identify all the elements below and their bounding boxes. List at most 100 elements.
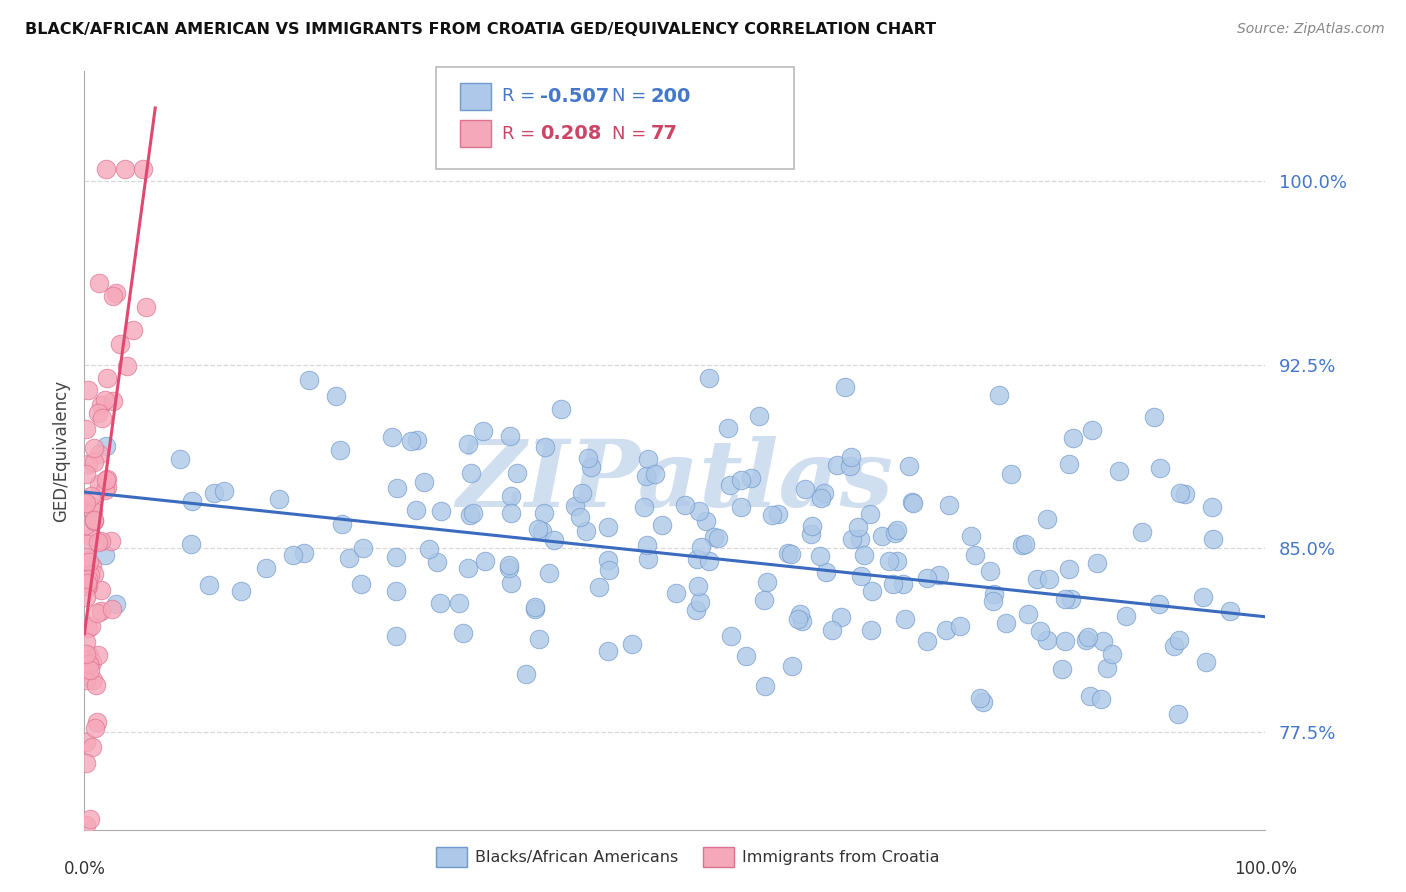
Point xyxy=(673,499,696,513)
Point xyxy=(101,601,124,615)
Point xyxy=(77,648,100,662)
Point xyxy=(101,289,124,303)
Point xyxy=(298,373,321,387)
Point xyxy=(1014,537,1036,551)
Point xyxy=(449,596,471,610)
Point xyxy=(463,506,485,520)
Point xyxy=(80,530,103,544)
Text: R =: R = xyxy=(502,87,541,105)
Point xyxy=(848,533,870,547)
Point xyxy=(530,524,553,539)
Point xyxy=(776,546,799,560)
Point xyxy=(1057,562,1080,576)
Point xyxy=(122,322,145,336)
Point xyxy=(385,550,408,565)
Point xyxy=(523,600,546,615)
Point xyxy=(90,534,112,549)
Point xyxy=(903,496,925,510)
Point xyxy=(550,402,572,417)
Text: 0.0%: 0.0% xyxy=(63,860,105,878)
Point xyxy=(787,612,810,626)
Point xyxy=(794,482,817,496)
Point xyxy=(703,530,725,544)
Point xyxy=(697,371,720,385)
Point xyxy=(1195,655,1218,669)
Point xyxy=(76,575,98,590)
Point xyxy=(105,286,128,301)
Point xyxy=(987,388,1010,402)
Point xyxy=(87,535,110,549)
Point xyxy=(810,491,832,505)
Point xyxy=(1074,633,1097,648)
Point xyxy=(89,446,111,460)
Point xyxy=(928,568,950,582)
Point xyxy=(588,580,610,594)
Point xyxy=(995,616,1018,631)
Point xyxy=(76,457,98,471)
Point xyxy=(281,548,304,562)
Point xyxy=(1170,486,1192,500)
Point xyxy=(86,606,108,620)
Point xyxy=(406,433,429,447)
Point xyxy=(634,468,657,483)
Point xyxy=(82,655,104,669)
Point xyxy=(87,648,110,662)
Point xyxy=(76,383,98,397)
Point xyxy=(886,554,908,568)
Point xyxy=(886,523,908,537)
Point xyxy=(429,596,451,610)
Point xyxy=(1026,572,1049,586)
Point xyxy=(1090,692,1112,706)
Point xyxy=(834,380,856,394)
Point xyxy=(859,507,882,521)
Point xyxy=(754,679,776,693)
Point xyxy=(801,519,824,533)
Point xyxy=(1036,632,1059,647)
Point xyxy=(105,598,128,612)
Point xyxy=(77,572,100,586)
Point xyxy=(405,503,427,517)
Point xyxy=(688,579,710,593)
Point xyxy=(430,504,453,518)
Point xyxy=(90,398,112,412)
Point xyxy=(1077,630,1099,644)
Point xyxy=(498,558,520,573)
Point xyxy=(1053,634,1076,648)
Point xyxy=(75,859,97,873)
Point xyxy=(846,520,869,534)
Point xyxy=(564,499,586,513)
Text: Immigrants from Croatia: Immigrants from Croatia xyxy=(742,850,939,864)
Point xyxy=(385,629,408,643)
Point xyxy=(768,507,790,521)
Point xyxy=(685,603,707,617)
Point xyxy=(100,533,122,548)
Point xyxy=(633,500,655,514)
Point xyxy=(77,621,100,635)
Point xyxy=(789,607,811,622)
Point xyxy=(830,609,852,624)
Point xyxy=(87,406,110,420)
Point xyxy=(96,480,118,494)
Point xyxy=(77,657,100,671)
Point xyxy=(83,514,105,528)
Point xyxy=(254,560,277,574)
Point xyxy=(84,678,107,692)
Text: N =: N = xyxy=(612,125,645,143)
Point xyxy=(77,555,100,569)
Point xyxy=(534,440,557,454)
Text: 200: 200 xyxy=(651,87,692,106)
Point xyxy=(1168,633,1191,648)
Point xyxy=(75,647,97,661)
Point xyxy=(93,393,115,408)
Point xyxy=(543,533,565,547)
Point xyxy=(77,579,100,593)
Point xyxy=(169,451,191,466)
Point xyxy=(1130,525,1153,540)
Point xyxy=(75,549,97,564)
Point xyxy=(537,566,560,580)
Point xyxy=(501,576,523,591)
Point xyxy=(949,619,972,633)
Point xyxy=(644,467,666,482)
Point xyxy=(96,472,118,486)
Point xyxy=(352,541,374,555)
